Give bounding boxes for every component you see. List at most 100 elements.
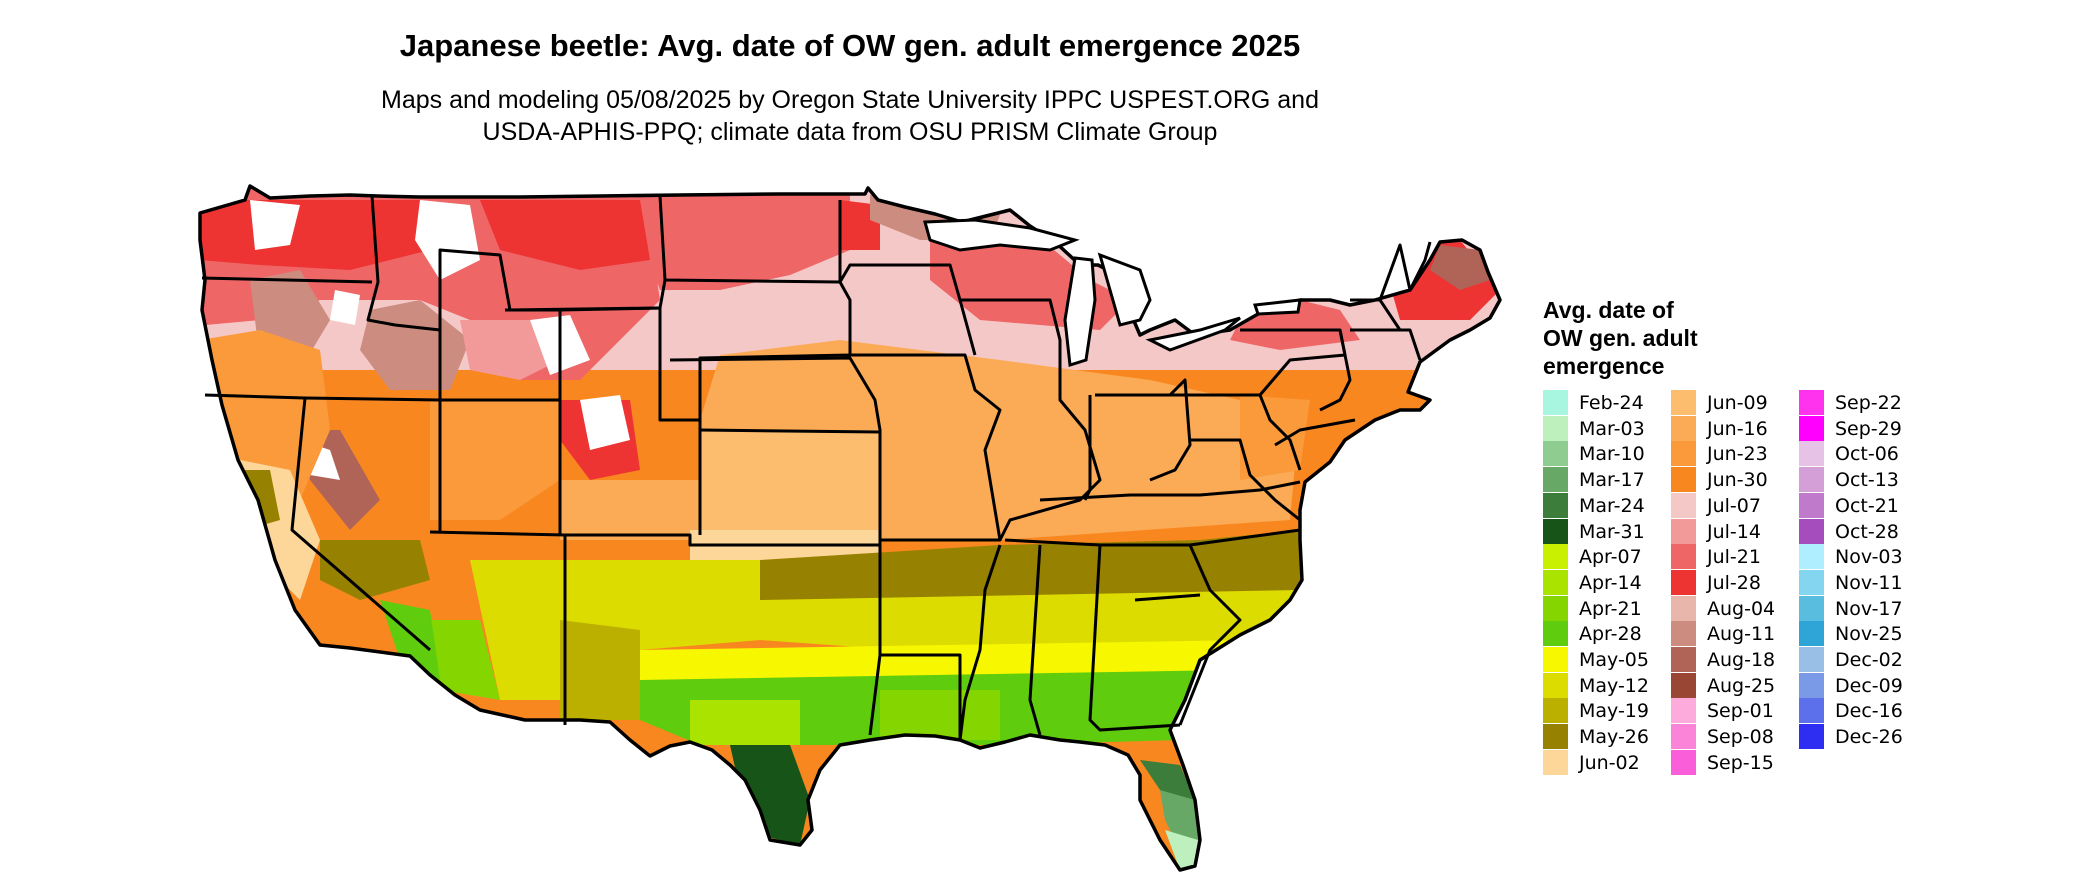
legend-label: May-26	[1579, 726, 1649, 749]
lake-michigan	[1063, 256, 1097, 367]
legend-item: May-05	[1543, 647, 1673, 672]
legend-item: Dec-09	[1799, 672, 1929, 698]
legend-item: Jun-09	[1671, 390, 1801, 415]
lake-huron	[1097, 252, 1152, 327]
legend-title: Avg. date of OW gen. adult emergence	[1543, 297, 1698, 379]
us-emergence-map	[198, 184, 1502, 872]
legend-swatch	[1671, 672, 1696, 698]
legend-swatch	[1671, 595, 1696, 621]
legend-label: Apr-28	[1579, 623, 1642, 646]
legend-swatch	[1543, 390, 1568, 415]
legend-swatch	[1543, 672, 1568, 698]
map-subtitle-line-2: USDA-APHIS-PPQ; climate data from OSU PR…	[482, 118, 1218, 146]
legend-swatch	[1671, 698, 1696, 724]
legend-swatch	[1799, 467, 1824, 493]
legend-label: Dec-16	[1835, 700, 1903, 723]
legend-item: May-26	[1543, 724, 1673, 750]
legend-swatch	[1543, 621, 1568, 647]
legend-label: Jun-09	[1707, 392, 1768, 414]
lake-erie	[1145, 316, 1241, 352]
legend-swatch	[1671, 749, 1696, 775]
legend-item: Oct-28	[1799, 518, 1929, 544]
legend-label: Sep-08	[1707, 726, 1774, 749]
legend-swatch	[1799, 698, 1824, 724]
legend-swatch	[1799, 441, 1824, 467]
legend-label: Dec-02	[1835, 649, 1903, 671]
legend-label: Mar-10	[1579, 443, 1645, 466]
legend-label: Jul-07	[1707, 494, 1761, 517]
map-subtitle-line-1: Maps and modeling 05/08/2025 by Oregon S…	[381, 86, 1319, 114]
legend-swatch	[1671, 724, 1696, 750]
legend-label: Jul-14	[1707, 520, 1761, 543]
legend-label: May-19	[1579, 700, 1649, 723]
legend-swatch	[1799, 390, 1824, 415]
legend-label: Sep-22	[1835, 392, 1902, 414]
legend-swatch	[1671, 569, 1696, 595]
legend-label: May-05	[1579, 649, 1649, 671]
legend-item: Aug-25	[1671, 672, 1801, 698]
legend-swatch	[1543, 492, 1568, 518]
legend-label: Jul-28	[1707, 571, 1761, 594]
legend-swatch	[1543, 544, 1568, 570]
legend-swatch	[1799, 724, 1824, 750]
legend-label: Nov-11	[1835, 571, 1903, 594]
legend-swatch	[1543, 698, 1568, 724]
legend-label: Sep-01	[1707, 700, 1774, 723]
legend-item: Mar-31	[1543, 518, 1673, 544]
legend-label: Mar-31	[1579, 520, 1645, 543]
legend-swatch	[1671, 492, 1696, 518]
legend-swatch	[1671, 390, 1696, 415]
legend-label: Nov-25	[1835, 623, 1903, 646]
legend-item: Dec-02	[1799, 647, 1929, 672]
legend-item: Sep-22	[1799, 390, 1929, 415]
legend-swatch	[1671, 621, 1696, 647]
legend-label: Mar-24	[1579, 494, 1645, 517]
legend-swatch	[1799, 415, 1824, 441]
legend-swatch	[1799, 518, 1824, 544]
legend-label: Apr-21	[1579, 597, 1642, 620]
legend-swatch	[1543, 467, 1568, 493]
legend-swatch	[1543, 415, 1568, 441]
legend-label: Jul-21	[1707, 546, 1761, 569]
legend-swatch	[1543, 647, 1568, 672]
legend-item: Apr-28	[1543, 621, 1673, 647]
legend: Feb-24 Mar-03 Mar-10 Mar-17 Mar-24 Mar-31 Apr-…	[1543, 390, 1963, 790]
legend-item: Dec-26	[1799, 724, 1929, 750]
legend-item: Mar-24	[1543, 492, 1673, 518]
legend-label: Oct-21	[1835, 494, 1899, 517]
state-boundaries	[201, 195, 1432, 741]
legend-item: Mar-03	[1543, 415, 1673, 441]
legend-item: Apr-21	[1543, 595, 1673, 621]
legend-swatch	[1543, 569, 1568, 595]
legend-label: Jun-16	[1707, 417, 1768, 440]
legend-label: Nov-03	[1835, 546, 1903, 569]
legend-swatch	[1799, 569, 1824, 595]
legend-swatch	[1543, 749, 1568, 775]
legend-label: May-12	[1579, 674, 1649, 697]
legend-item: Jul-28	[1671, 569, 1801, 595]
legend-label: Oct-28	[1835, 520, 1899, 543]
legend-item: Mar-17	[1543, 467, 1673, 493]
legend-item: Apr-14	[1543, 569, 1673, 595]
legend-item: Apr-07	[1543, 544, 1673, 570]
legend-swatch	[1671, 441, 1696, 467]
map-title: Japanese beetle: Avg. date of OW gen. ad…	[399, 28, 1301, 63]
legend-item: Jun-30	[1671, 467, 1801, 493]
legend-swatch	[1799, 595, 1824, 621]
legend-label: Sep-29	[1835, 417, 1902, 440]
legend-swatch	[1543, 441, 1568, 467]
legend-label: Nov-17	[1835, 597, 1903, 620]
legend-item: Aug-18	[1671, 647, 1801, 672]
legend-item: Nov-17	[1799, 595, 1929, 621]
legend-label: Aug-25	[1707, 674, 1776, 697]
legend-label: Oct-13	[1835, 469, 1899, 492]
legend-item: Nov-25	[1799, 621, 1929, 647]
legend-swatch	[1799, 544, 1824, 570]
legend-swatch	[1799, 672, 1824, 698]
legend-label: Aug-04	[1707, 597, 1776, 620]
legend-swatch	[1671, 415, 1696, 441]
legend-swatch	[1799, 621, 1824, 647]
legend-label: Jun-02	[1579, 751, 1640, 774]
legend-label: Feb-24	[1579, 392, 1644, 414]
legend-item: Mar-10	[1543, 441, 1673, 467]
